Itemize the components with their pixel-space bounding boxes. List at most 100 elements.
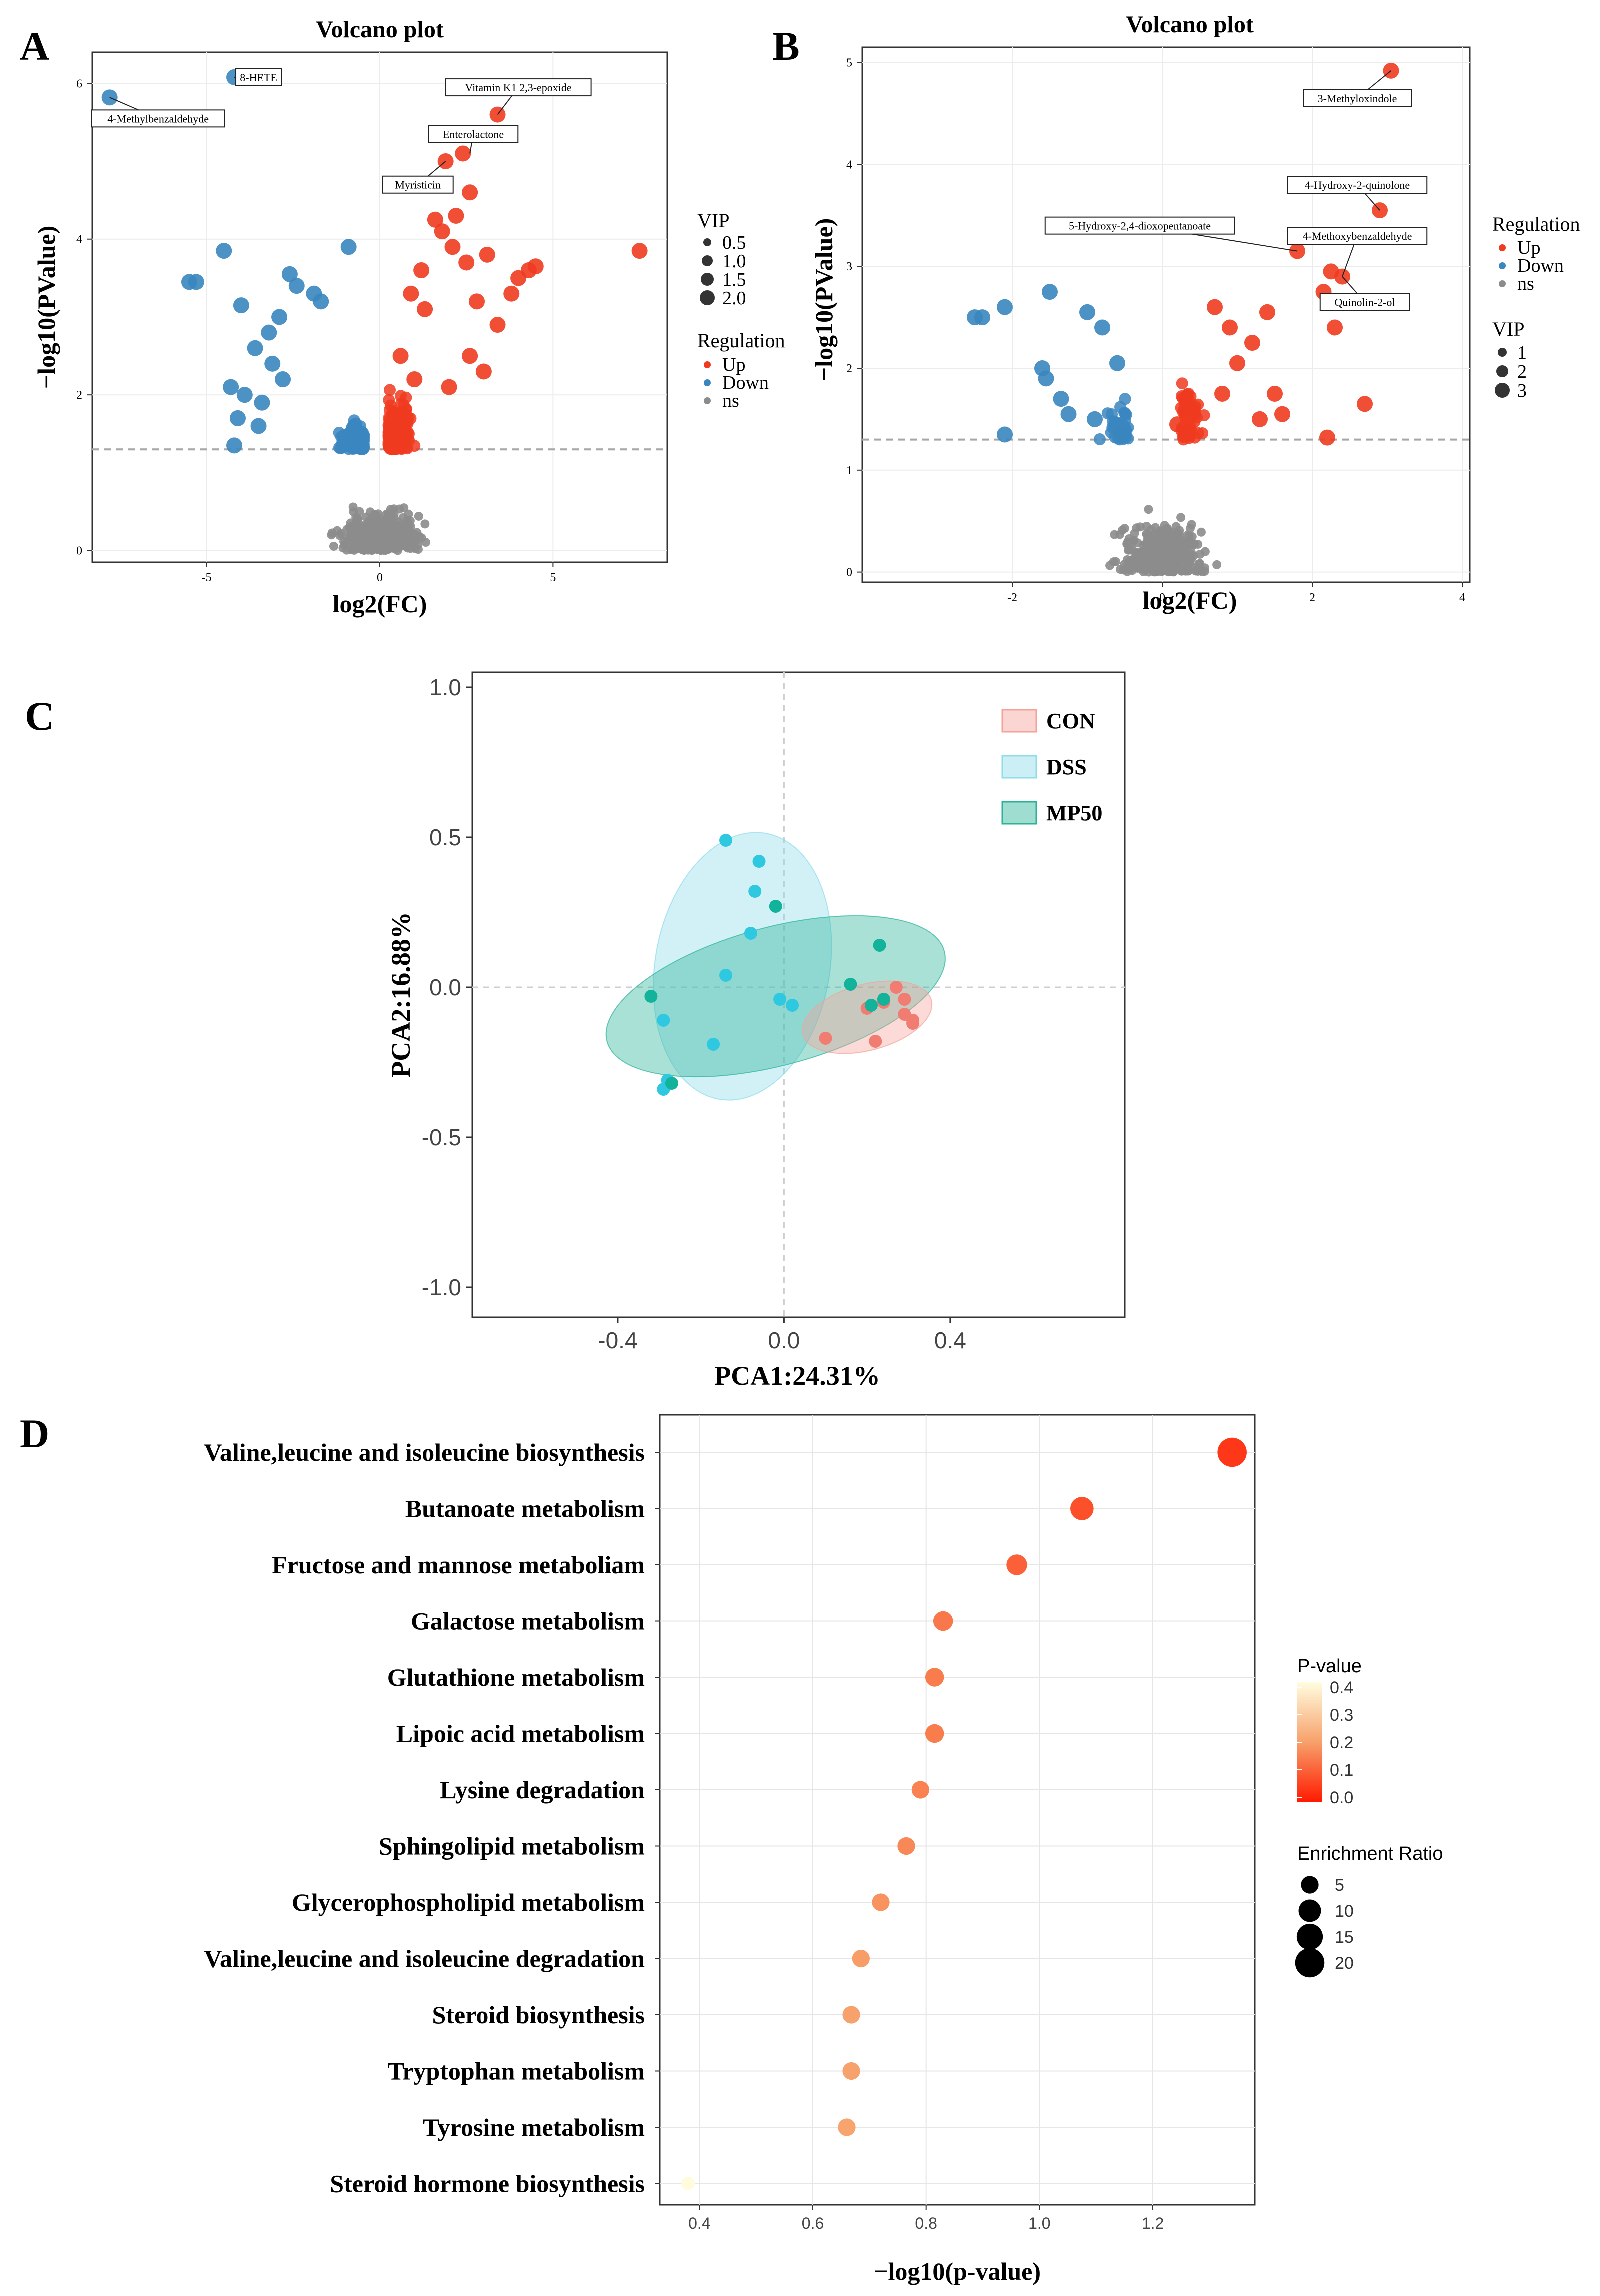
pca-point-dss <box>744 927 758 940</box>
up-point <box>1181 388 1194 401</box>
down-point <box>247 340 264 356</box>
annotation-box <box>1303 89 1412 107</box>
pathway-point <box>1070 1497 1094 1520</box>
enrichment-grid <box>660 1415 1255 2205</box>
enrichment-frame <box>659 1414 1256 2206</box>
annotation-box <box>1287 227 1428 245</box>
annotation-box <box>382 175 454 194</box>
ns-point <box>1183 555 1192 564</box>
ns-point <box>394 540 404 549</box>
down-point <box>1120 408 1132 421</box>
pca-point-con <box>869 1035 882 1048</box>
annotation-label: 3-Methyloxindole <box>1318 92 1398 105</box>
pathway-label: Valine,leucine and isoleucine degradatio… <box>204 1945 645 1973</box>
ns-point <box>1194 566 1203 576</box>
pathway-label: Glycerophospholipid metabolism <box>292 1888 645 1916</box>
pca-point-mp50 <box>769 900 782 913</box>
up-point <box>444 239 461 255</box>
annotation-label: Quinolin-2-ol <box>1335 296 1396 309</box>
annotation-box <box>1287 176 1428 194</box>
up-point <box>1252 411 1268 427</box>
pca-xlabel: PCA1:24.31% <box>714 1361 880 1391</box>
pathway-label: Tyrosine metabolism <box>423 2113 645 2141</box>
enrichment-legend: P-value 0.4 0.3 0.2 0.1 0.0 Enrichment Ratio… <box>1295 1656 1443 1978</box>
enrichment-points <box>682 1437 1247 2190</box>
legend-mp50-swatch <box>1002 801 1038 825</box>
enrichment-legend-dot <box>1296 1923 1324 1950</box>
ns-point <box>354 533 364 543</box>
down-point <box>997 299 1013 315</box>
up-point <box>1244 335 1260 351</box>
plot-a-ylabel: −log10(PValue) <box>32 226 60 389</box>
legend-enrichment-items: 5 10 15 20 <box>1295 1876 1354 1978</box>
up-point <box>510 270 527 286</box>
up-point <box>462 348 478 364</box>
down-point <box>1108 415 1121 428</box>
up-point <box>400 391 412 404</box>
ns-point <box>1187 520 1196 529</box>
ns-point <box>402 530 412 539</box>
annotation-label: 4-Methylbenzaldehyde <box>108 112 209 125</box>
pca-point-dss <box>657 1014 670 1027</box>
legend-vip-dot <box>702 255 713 266</box>
pvalue-tick-label: 0.0 <box>1330 1788 1354 1807</box>
down-point <box>356 441 368 454</box>
enrichment-legend-label: 10 <box>1335 1902 1354 1921</box>
y-tick-label: 0 <box>846 566 852 579</box>
legend-pvalue-ticks: 0.4 0.3 0.2 0.1 0.0 <box>1298 1678 1354 1807</box>
enrichment-legend-dot <box>1295 1948 1325 1978</box>
down-point <box>275 371 292 388</box>
pca-point-con <box>906 1017 920 1030</box>
ns-point <box>1106 561 1115 570</box>
pathway-point <box>925 1724 944 1743</box>
ns-point <box>353 514 362 523</box>
legend-down-dot <box>1499 262 1506 269</box>
plot-b-ylabel: −log10(PValue) <box>810 218 838 382</box>
plot-a-grid <box>92 52 668 562</box>
enrichment-xlabel: −log10(p-value) <box>874 2257 1041 2285</box>
ns-point <box>1196 527 1206 537</box>
ns-point <box>1162 525 1172 535</box>
ns-point <box>1128 560 1137 570</box>
pathway-label: Steroid hormone biosynthesis <box>330 2170 645 2198</box>
up-point <box>427 211 444 228</box>
pca-point-mp50 <box>877 993 890 1006</box>
up-point <box>1222 319 1238 336</box>
up-point <box>458 254 475 271</box>
ns-point <box>332 526 342 535</box>
ns-point <box>421 537 430 547</box>
up-point <box>404 412 417 425</box>
plot-a-significant-points <box>102 69 648 456</box>
ns-point <box>1176 513 1186 522</box>
y-tick-label: 4 <box>76 233 82 246</box>
down-point <box>250 418 267 434</box>
pathway-label: Butanoate metabolism <box>406 1495 645 1523</box>
up-point <box>383 394 396 406</box>
panel-letter-c: C <box>25 693 54 739</box>
pathway-label: Steroid biosynthesis <box>432 2001 645 2029</box>
down-point <box>233 297 250 314</box>
ns-point <box>368 523 378 532</box>
ns-point <box>1124 545 1133 555</box>
x-tick-label: 0.8 <box>915 2214 937 2232</box>
pca-point-dss <box>748 885 762 898</box>
y-tick-label: 3 <box>846 260 852 273</box>
ns-point <box>1120 559 1130 569</box>
annotation-label: 8-HETE <box>240 71 278 84</box>
up-point <box>1196 427 1209 440</box>
pathway-label: Fructose and mannose metaboliam <box>272 1551 645 1579</box>
legend-ns-dot <box>1499 280 1506 287</box>
annotation-box <box>445 78 592 97</box>
pca-point-con <box>898 993 912 1006</box>
pathway-point <box>852 1949 870 1968</box>
pca-point-dss <box>774 993 787 1006</box>
y-tick-label: 2 <box>76 389 82 402</box>
plot-b-ticks: -2 0 2 4 0 1 2 3 4 5 <box>846 57 1466 604</box>
up-point <box>1184 421 1197 433</box>
up-point <box>479 246 496 263</box>
annotation-box <box>1044 216 1236 235</box>
down-point <box>236 387 253 403</box>
y-tick-label: 2 <box>846 362 852 375</box>
pvalue-tick-label: 0.3 <box>1330 1706 1354 1725</box>
